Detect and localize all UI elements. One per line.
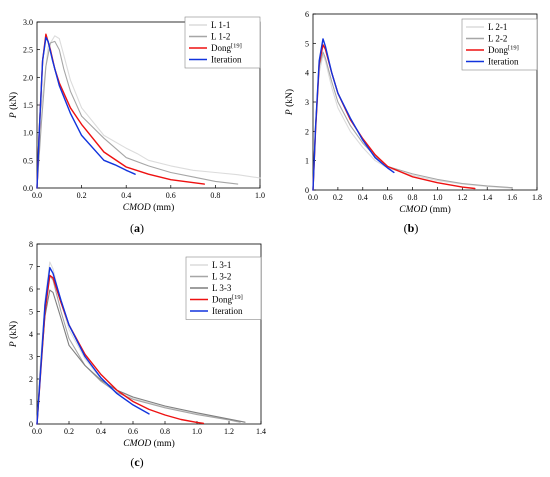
series-line-l-3-3 [36, 289, 246, 425]
legend-label: Dong[19] [212, 294, 243, 305]
y-tick-label: 5 [29, 308, 33, 317]
series-line-iteration [36, 36, 136, 189]
y-tick-label: 6 [305, 10, 309, 19]
x-tick-label: 0.4 [121, 191, 131, 200]
y-tick-label: 8 [29, 240, 33, 249]
legend-label: Dong[19] [211, 43, 242, 54]
series-line-l-1-1 [36, 35, 261, 189]
x-tick-label: 0.0 [308, 193, 318, 202]
y-axis-label: P (kN) [8, 92, 19, 119]
y-tick-label: 0.0 [23, 184, 33, 193]
y-tick-label: 4 [29, 330, 33, 339]
panel-label: (a) [130, 221, 144, 235]
x-tick-label: 0.0 [32, 191, 42, 200]
series-line-iteration [36, 266, 150, 425]
legend-label: Dong[19] [488, 45, 519, 56]
x-tick-label: 0.2 [333, 193, 343, 202]
y-tick-label: 1 [29, 398, 33, 407]
x-tick-label: 1.4 [256, 427, 266, 436]
x-tick-label: 1.6 [507, 193, 517, 202]
y-axis-label: P (kN) [8, 321, 19, 348]
legend-label: Iteration [212, 306, 243, 316]
y-tick-label: 2 [305, 127, 309, 136]
y-tick-label: 3 [305, 98, 309, 107]
x-tick-label: 1.8 [532, 193, 542, 202]
series-line-dong [36, 274, 205, 425]
chart-panel-1: 0.0 0.2 0.4 0.6 0.8 1.0 0.0 0.5 1.0 1.5 2.0 2.5 3.0 C… [8, 16, 265, 235]
y-tick-label: 2.0 [23, 73, 33, 82]
panel-label: (c) [130, 455, 143, 469]
y-tick-label: 0.5 [23, 156, 33, 165]
series-line-l-2-2 [312, 51, 513, 191]
chart-panel-2: 0.0 0.2 0.4 0.6 0.8 1.0 1.2 1.4 1.6 1.8 0 1 2 3 4 5 6 CMO… [284, 10, 542, 235]
series-line-dong [36, 33, 206, 189]
x-tick-label: 0.0 [32, 427, 42, 436]
legend-label: L 3-3 [212, 283, 232, 293]
y-tick-label: 4 [305, 69, 309, 78]
x-tick-label: 1.2 [224, 427, 234, 436]
x-tick-label: 0.4 [96, 427, 106, 436]
x-tick-label: 0.2 [64, 427, 74, 436]
x-tick-label: 1.2 [457, 193, 467, 202]
y-tick-label: 0 [305, 186, 309, 195]
legend-label: L 1-1 [211, 20, 230, 30]
y-tick-label: 3.0 [23, 18, 33, 27]
legend-label: Iteration [211, 55, 242, 65]
x-tick-label: 0.6 [128, 427, 138, 436]
series-line-l-1-2 [36, 40, 239, 189]
x-axis-label: CMOD (mm) [123, 438, 174, 449]
legend-label: L 3-1 [212, 260, 231, 270]
x-tick-label: 0.8 [408, 193, 418, 202]
x-tick-label: 0.4 [358, 193, 368, 202]
chart-panel-3: 0.0 0.2 0.4 0.6 0.8 1.0 1.2 1.4 0 1 2 3 4 5 6 7 8 CMOD (m… [8, 240, 266, 469]
y-tick-label: 0 [29, 420, 33, 429]
series-line-l-2-1 [312, 54, 513, 191]
y-tick-label: 7 [29, 263, 33, 272]
y-tick-label: 5 [305, 39, 309, 48]
x-tick-label: 0.2 [77, 191, 87, 200]
x-axis-label: CMOD (mm) [123, 202, 174, 213]
x-tick-label: 1.4 [482, 193, 492, 202]
x-axis-label: CMOD (mm) [399, 204, 450, 215]
x-tick-label: 1.0 [432, 193, 442, 202]
y-tick-label: 1.0 [23, 129, 33, 138]
y-tick-label: 2 [29, 375, 33, 384]
y-tick-label: 1 [305, 157, 309, 166]
legend-label: L 1-2 [211, 32, 230, 42]
y-tick-label: 1.5 [23, 101, 33, 110]
panel-label: (b) [404, 221, 419, 235]
legend-label: L 2-2 [488, 34, 507, 44]
legend-label: Iteration [488, 57, 519, 67]
x-tick-label: 1.0 [192, 427, 202, 436]
x-tick-label: 0.8 [160, 427, 170, 436]
series-line-iteration [312, 38, 395, 191]
x-tick-label: 0.6 [383, 193, 393, 202]
y-tick-label: 2.5 [23, 46, 33, 55]
legend-label: L 3-2 [212, 272, 231, 282]
y-tick-label: 6 [29, 285, 33, 294]
x-tick-label: 0.6 [166, 191, 176, 200]
y-axis-label: P (kN) [284, 89, 295, 116]
x-tick-label: 1.0 [255, 191, 265, 200]
legend-label: L 2-1 [488, 22, 507, 32]
y-tick-label: 3 [29, 353, 33, 362]
x-tick-label: 0.8 [210, 191, 220, 200]
